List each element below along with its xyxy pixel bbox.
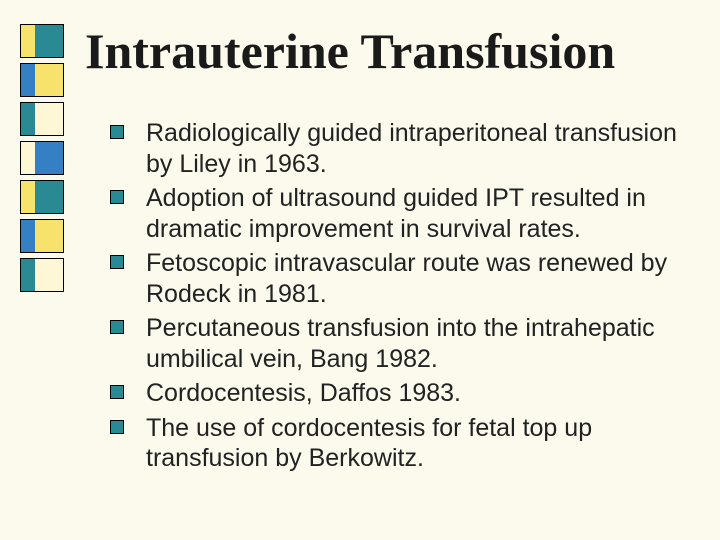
square-bullet-icon bbox=[110, 255, 124, 269]
slide-title: Intrauterine Transfusion bbox=[85, 22, 615, 80]
list-item: Fetoscopic intravascular route was renew… bbox=[110, 248, 680, 309]
square-bullet-icon bbox=[110, 420, 124, 434]
square-bullet-icon bbox=[110, 385, 124, 399]
list-item-text: Percutaneous transfusion into the intrah… bbox=[146, 313, 680, 374]
sidebar-block bbox=[20, 258, 64, 292]
square-bullet-icon bbox=[110, 190, 124, 204]
sidebar-block bbox=[20, 219, 64, 253]
decorative-sidebar bbox=[20, 24, 64, 292]
square-bullet-icon bbox=[110, 320, 124, 334]
list-item-text: The use of cordocentesis for fetal top u… bbox=[146, 413, 680, 474]
square-bullet-icon bbox=[110, 125, 124, 139]
list-item: Cordocentesis, Daffos 1983. bbox=[110, 378, 680, 409]
sidebar-block bbox=[20, 102, 64, 136]
list-item-text: Adoption of ultrasound guided IPT result… bbox=[146, 183, 680, 244]
list-item-text: Cordocentesis, Daffos 1983. bbox=[146, 378, 461, 409]
list-item-text: Radiologically guided intraperitoneal tr… bbox=[146, 118, 680, 179]
bullet-list: Radiologically guided intraperitoneal tr… bbox=[110, 118, 680, 478]
list-item: Percutaneous transfusion into the intrah… bbox=[110, 313, 680, 374]
sidebar-block bbox=[20, 24, 64, 58]
list-item-text: Fetoscopic intravascular route was renew… bbox=[146, 248, 680, 309]
list-item: The use of cordocentesis for fetal top u… bbox=[110, 413, 680, 474]
sidebar-block bbox=[20, 63, 64, 97]
sidebar-block bbox=[20, 141, 64, 175]
list-item: Adoption of ultrasound guided IPT result… bbox=[110, 183, 680, 244]
list-item: Radiologically guided intraperitoneal tr… bbox=[110, 118, 680, 179]
sidebar-block bbox=[20, 180, 64, 214]
